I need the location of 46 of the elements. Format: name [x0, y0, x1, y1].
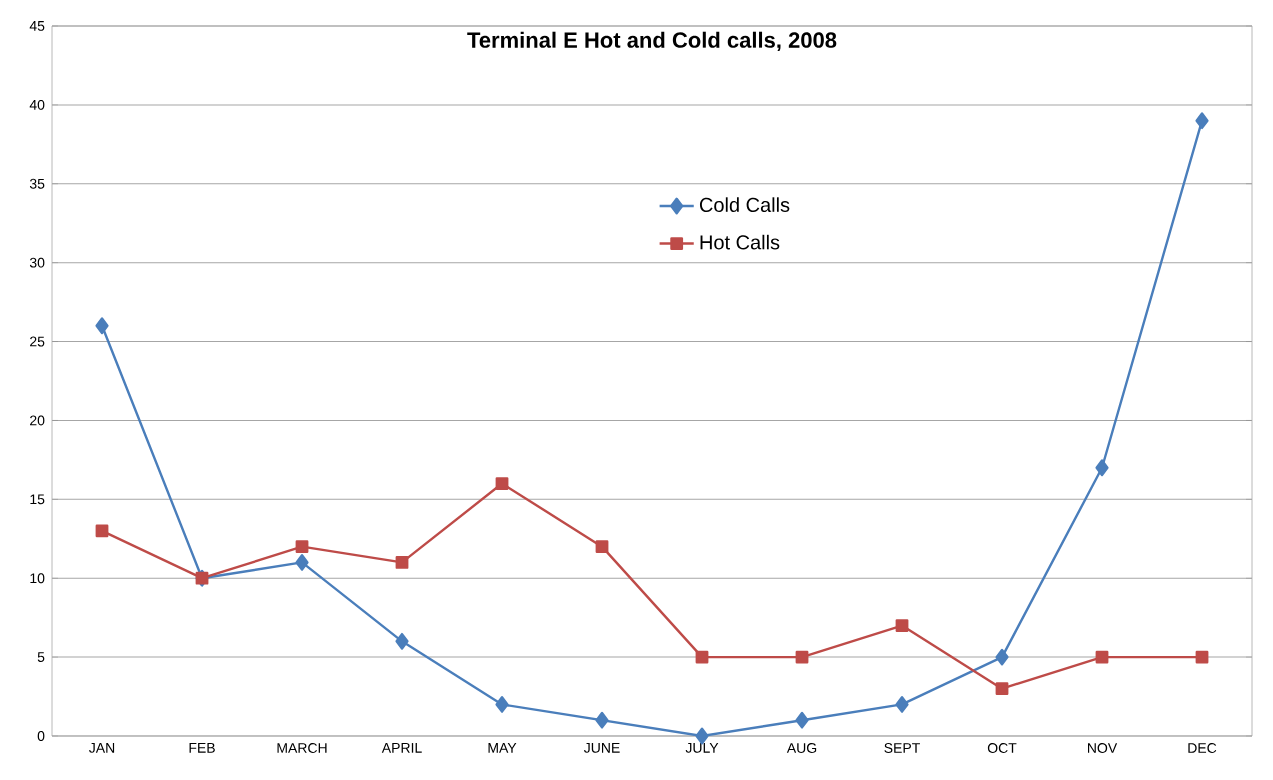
point	[295, 540, 309, 554]
y-tick-label: 5	[37, 652, 45, 662]
point	[1095, 650, 1109, 664]
x-tick-label: FEB	[189, 743, 215, 753]
point	[595, 540, 609, 554]
point	[695, 650, 709, 664]
point	[1195, 112, 1209, 130]
x-tick-label: JUNE	[583, 743, 620, 753]
x-tick-label: NOV	[1088, 743, 1118, 753]
x-tick-label: SEPT	[884, 743, 920, 753]
x-tick-label: MAY	[488, 743, 517, 753]
x-tick-label: MARCH	[277, 743, 327, 753]
chart-title: Terminal E Hot and Cold calls, 2008	[467, 31, 837, 52]
y-tick-label: 10	[30, 573, 45, 584]
x-tick-label: JULY	[685, 743, 719, 753]
y-tick-label: 35	[29, 178, 45, 189]
x-tick-label: JAN	[89, 743, 115, 753]
y-tick-label: 15	[30, 494, 45, 505]
legend-label: Hot Calls	[700, 234, 780, 250]
point	[895, 619, 909, 632]
y-tick-label: 20	[30, 415, 45, 426]
point	[395, 632, 409, 650]
y-tick-label: 45	[29, 21, 45, 31]
point	[795, 711, 809, 729]
point	[495, 477, 509, 490]
y-tick-label: 25	[30, 336, 45, 347]
point	[1195, 650, 1209, 664]
x-tick-label: DEC	[1188, 743, 1217, 753]
point	[495, 696, 509, 713]
point	[295, 554, 309, 571]
point	[995, 648, 1009, 666]
point	[395, 556, 409, 569]
y-tick-label: 0	[37, 731, 45, 741]
y-tick-label: 40	[29, 99, 45, 110]
point	[1095, 459, 1109, 477]
point	[795, 650, 809, 664]
point	[95, 317, 109, 335]
legend-label: Cold Calls	[699, 197, 790, 212]
point	[895, 696, 909, 713]
x-tick-label: AUG	[786, 743, 817, 753]
x-tick-label: OCT	[987, 743, 1017, 753]
point	[995, 682, 1009, 696]
point	[595, 711, 609, 729]
y-tick-label: 30	[29, 257, 45, 268]
point	[95, 524, 109, 538]
x-tick-label: APRIL	[381, 743, 422, 753]
